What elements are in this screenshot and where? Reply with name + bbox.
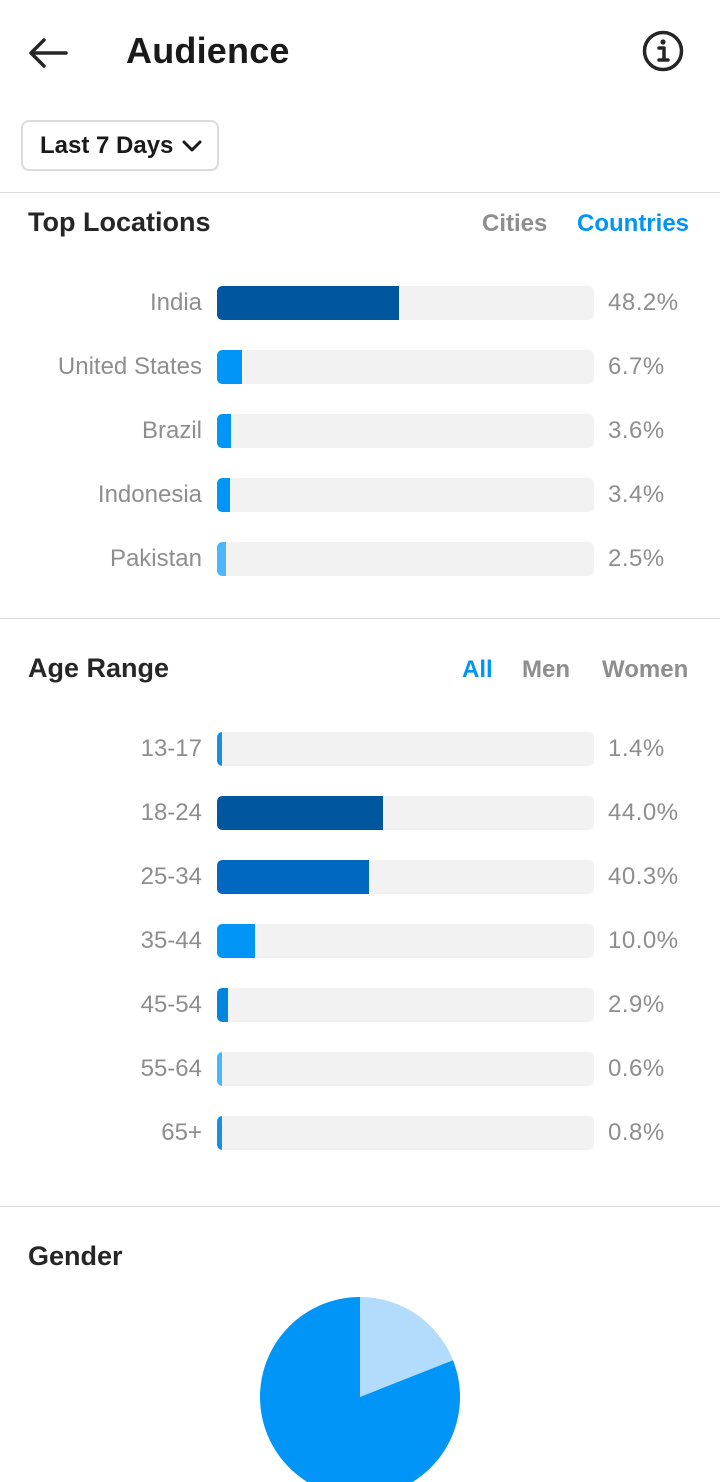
age-label: 35-44 <box>140 927 202 954</box>
location-bar-track <box>217 286 594 320</box>
arrow-left-icon <box>29 38 68 68</box>
age-label: 13-17 <box>140 735 202 762</box>
age-bar-track <box>217 860 594 894</box>
location-row: Brazil 3.6% <box>0 414 720 448</box>
back-button[interactable] <box>24 28 74 78</box>
age-row: 65+ 0.8% <box>0 1116 720 1150</box>
age-percent: 1.4% <box>608 735 665 762</box>
location-percent: 48.2% <box>608 289 679 316</box>
location-bar-fill <box>217 350 243 384</box>
age-bar-track <box>217 1116 594 1150</box>
location-bar-fill <box>217 542 227 576</box>
age-row: 45-54 2.9% <box>0 988 720 1022</box>
age-percent: 40.3% <box>608 863 679 890</box>
age-percent: 2.9% <box>608 991 665 1018</box>
age-label: 25-34 <box>140 863 202 890</box>
location-bar-track <box>217 350 594 384</box>
location-label: United States <box>57 353 202 380</box>
location-row: Pakistan 2.5% <box>0 542 720 576</box>
age-row: 55-64 0.6% <box>0 1052 720 1086</box>
divider <box>0 618 720 619</box>
tab-women[interactable]: Women <box>602 656 689 683</box>
info-button[interactable] <box>639 27 687 75</box>
location-bar-track <box>217 542 594 576</box>
age-bar-fill <box>217 860 369 894</box>
location-row: Indonesia 3.4% <box>0 478 720 512</box>
divider <box>0 1206 720 1207</box>
location-label: Brazil <box>141 417 202 444</box>
age-bar-track <box>217 796 594 830</box>
age-bar-fill <box>217 988 228 1022</box>
location-percent: 2.5% <box>608 545 665 572</box>
location-label: India <box>149 289 202 316</box>
location-label: Indonesia <box>97 481 202 508</box>
age-percent: 10.0% <box>608 927 679 954</box>
gender-pie-slice <box>260 1297 460 1482</box>
location-row: India 48.2% <box>0 286 720 320</box>
date-range-dropdown[interactable]: Last 7 Days <box>21 120 219 171</box>
age-row: 25-34 40.3% <box>0 860 720 894</box>
gender-pie-slice <box>360 1297 453 1397</box>
info-icon <box>642 30 684 72</box>
age-bar-fill <box>217 732 223 766</box>
age-percent: 0.8% <box>608 1119 665 1146</box>
age-percent: 0.6% <box>608 1055 665 1082</box>
age-bar-fill <box>217 796 383 830</box>
tab-men[interactable]: Men <box>522 656 570 683</box>
age-row: 13-17 1.4% <box>0 732 720 766</box>
age-bar-track <box>217 988 594 1022</box>
location-bar-track <box>217 414 594 448</box>
location-percent: 3.4% <box>608 481 665 508</box>
age-percent: 44.0% <box>608 799 679 826</box>
tab-all[interactable]: All <box>462 656 493 683</box>
tab-countries[interactable]: Countries <box>577 210 690 237</box>
location-row: United States 6.7% <box>0 350 720 384</box>
age-row: 18-24 44.0% <box>0 796 720 830</box>
age-range-title: Age Range <box>28 653 170 683</box>
age-bar-fill <box>217 924 255 958</box>
top-locations-title: Top Locations <box>28 207 211 237</box>
gender-pie-chart <box>260 1297 460 1482</box>
divider <box>0 192 720 193</box>
age-bar-fill <box>217 1052 222 1086</box>
location-percent: 3.6% <box>608 417 665 444</box>
age-bar-track <box>217 924 594 958</box>
age-label: 55-64 <box>140 1055 202 1082</box>
location-label: Pakistan <box>109 545 202 572</box>
gender-title: Gender <box>28 1241 123 1271</box>
page-title: Audience <box>126 30 290 71</box>
location-bar-fill <box>217 478 230 512</box>
app-header: Audience <box>0 0 720 100</box>
age-row: 35-44 10.0% <box>0 924 720 958</box>
age-bar-fill <box>217 1116 222 1150</box>
age-label: 45-54 <box>140 991 202 1018</box>
location-bar-track <box>217 478 594 512</box>
chevron-down-icon <box>182 140 202 151</box>
location-bar-fill <box>217 286 399 320</box>
age-bar-track <box>217 1052 594 1086</box>
age-label: 18-24 <box>140 799 202 826</box>
date-range-label: Last 7 Days <box>40 131 174 159</box>
age-label: 65+ <box>161 1119 202 1146</box>
location-percent: 6.7% <box>608 353 665 380</box>
location-bar-fill <box>217 414 231 448</box>
tab-cities[interactable]: Cities <box>482 210 548 237</box>
age-bar-track <box>217 732 594 766</box>
